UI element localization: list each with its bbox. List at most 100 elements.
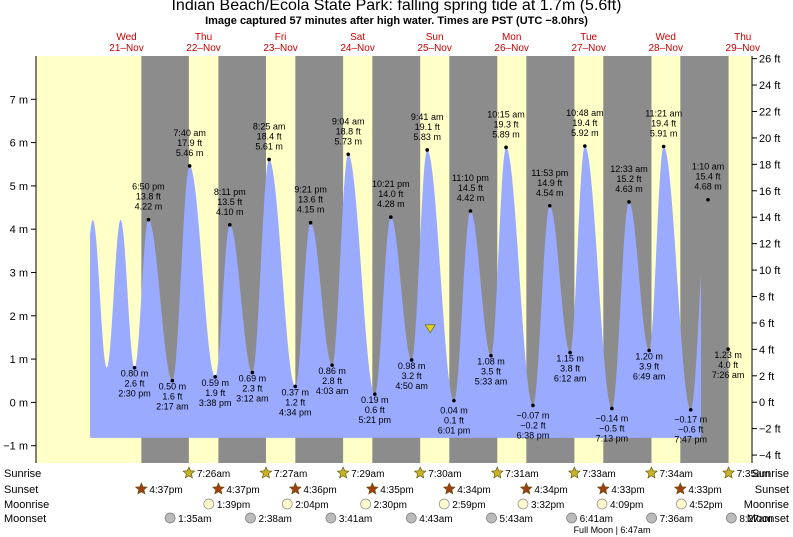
tide-ft: −0.2 ft	[520, 420, 546, 430]
tide-ft: 17.9 ft	[177, 138, 203, 148]
tide-m: 4.68 m	[694, 182, 722, 192]
tide-time: 6:12 am	[554, 374, 587, 384]
sunrise-star	[645, 466, 658, 479]
sunset-time: 4:37pm	[149, 485, 182, 496]
right-tick-label: 24 ft	[759, 80, 780, 92]
tide-point	[647, 348, 651, 353]
tide-time: 7:13 pm	[596, 433, 629, 443]
moonset-time: 1:35am	[178, 514, 211, 525]
moonrise-time: 4:52pm	[689, 500, 722, 511]
row-label-left: Sunrise	[4, 468, 41, 480]
sunrise-time: 7:33am	[582, 469, 615, 480]
sunset-star	[365, 482, 379, 495]
day-label: Mon	[502, 32, 521, 43]
sunrise-time: 7:27am	[274, 469, 307, 480]
moonrise-icon	[281, 498, 293, 510]
moonset-icon	[245, 512, 256, 524]
tide-m: 5.91 m	[650, 128, 678, 138]
sunset-star	[211, 482, 225, 495]
tide-ft: 0.1 ft	[444, 416, 465, 426]
tide-ft: 14.0 ft	[378, 189, 404, 199]
tide-point	[688, 407, 693, 412]
sunset-time: 4:37pm	[226, 485, 259, 496]
tide-m: 4.28 m	[377, 199, 405, 209]
tide-point	[389, 215, 393, 219]
moonset-icon	[726, 512, 737, 524]
tide-m: 1.20 m	[635, 351, 663, 361]
tide-point	[308, 220, 313, 225]
sunset-star	[596, 482, 610, 495]
tide-time: 11:53 pm	[531, 168, 568, 178]
tide-time: 10:48 am	[566, 108, 604, 118]
moonset-time: 7:36am	[660, 514, 693, 525]
tide-ft: 18.8 ft	[336, 126, 362, 136]
tide-ft: −0.6 ft	[678, 425, 704, 435]
tide-time: 1:10 am	[692, 162, 725, 172]
tide-area	[90, 146, 701, 438]
right-tick-label: −2 ft	[759, 424, 781, 436]
tide-point	[489, 353, 493, 358]
tide-point	[610, 406, 614, 411]
tide-point	[213, 375, 217, 379]
moonrise-time: 2:59pm	[452, 500, 485, 511]
tide-m: 4.63 m	[615, 184, 643, 194]
day-label: Tue	[580, 32, 597, 43]
moonset-icon	[405, 512, 417, 524]
left-tick-label: 2 m	[10, 311, 28, 323]
tide-point	[372, 392, 377, 396]
tide-m: −0.07 m	[517, 410, 550, 420]
moonrise-time: 4:09pm	[610, 500, 643, 511]
day-label: Wed	[656, 32, 676, 43]
sunset-time: 4:34pm	[534, 485, 567, 496]
sunset-star	[288, 482, 302, 495]
moonrise-time: 1:39pm	[217, 500, 250, 511]
right-tick-label: 12 ft	[759, 239, 780, 251]
tide-time: 8:11 pm	[214, 187, 246, 197]
sunset-time: 4:33pm	[611, 485, 644, 496]
left-tick-label: 6 m	[10, 138, 28, 150]
left-tick-label: 7 m	[10, 94, 28, 106]
date-label: 27–Nov	[571, 43, 605, 54]
tide-time: 6:50 pm	[132, 182, 165, 192]
tide-time: 6:38 pm	[517, 430, 550, 440]
moonset-time: 4:43am	[419, 514, 452, 525]
sunset-star	[134, 482, 148, 495]
tide-time: 6:01 pm	[438, 426, 471, 436]
date-label: 25–Nov	[417, 43, 451, 54]
sunset-time: 4:36pm	[303, 485, 336, 496]
moonset-time: 3:41am	[339, 514, 372, 525]
day-label: Sun	[426, 32, 444, 43]
left-tick-label: −1 m	[3, 441, 28, 453]
tide-time: 7:40 am	[173, 128, 206, 138]
moonrise-time: 3:32pm	[531, 500, 564, 511]
sunset-star	[442, 482, 456, 495]
tide-ft: 13.5 ft	[217, 197, 243, 207]
moonrise-time: 2:04pm	[295, 500, 328, 511]
moonrise-time: 2:30pm	[374, 500, 407, 511]
sunrise-time: 7:31am	[505, 469, 538, 480]
right-tick-label: 20 ft	[759, 133, 780, 145]
tide-m: 0.59 m	[201, 378, 229, 388]
moonset-time: 5:43am	[500, 514, 533, 525]
tide-m: 5.83 m	[413, 132, 441, 142]
tide-m: 0.04 m	[440, 406, 468, 416]
day-label: Wed	[116, 32, 136, 43]
chart-subtitle: Image captured 57 minutes after high wat…	[205, 15, 588, 27]
tide-time: 4:34 pm	[279, 407, 312, 417]
tide-m: 5.89 m	[492, 129, 520, 139]
right-tick-label: 26 ft	[759, 54, 780, 66]
night-band	[680, 56, 729, 463]
moonset-time: 6:41am	[580, 514, 613, 525]
left-tick-label: 5 m	[10, 181, 28, 193]
tide-ft: 2.6 ft	[125, 379, 146, 389]
tide-point	[170, 378, 175, 383]
tide-ft: 1.6 ft	[162, 392, 183, 402]
tide-ft: 15.2 ft	[616, 174, 642, 184]
left-tick-label: 4 m	[10, 224, 28, 236]
tide-time: 7:26 am	[712, 370, 745, 380]
tide-point	[227, 223, 232, 227]
moonset-time: 8:27am	[739, 514, 772, 525]
tide-point	[706, 197, 710, 202]
tide-ft: −0.5 ft	[599, 423, 625, 433]
